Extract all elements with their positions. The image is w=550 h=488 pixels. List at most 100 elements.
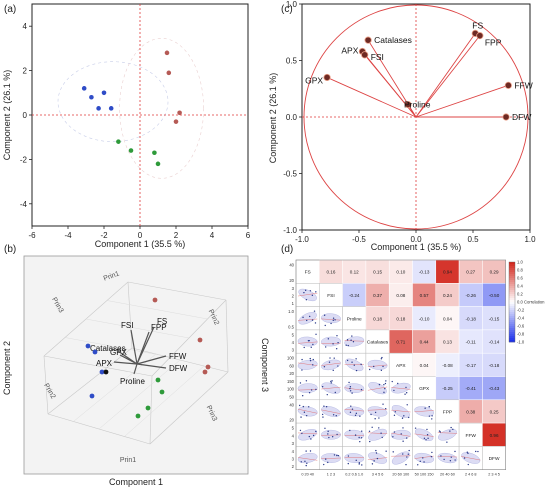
density-ellipse [414, 452, 434, 464]
density-ellipse [414, 428, 434, 441]
colorbar-tick-label: 0.6 [517, 276, 523, 281]
scatter-dot [417, 464, 419, 466]
left-tick-label: 100 [287, 356, 295, 361]
correlation-value: -0.14 [489, 340, 500, 345]
left-tick-label: 50 [289, 394, 294, 399]
fit-line [321, 457, 341, 459]
scatter-dot [431, 415, 433, 417]
variable-label: FS [305, 270, 311, 276]
scatter-dot [359, 415, 361, 417]
left-tick-label: 100 [287, 387, 295, 392]
scatter-dot [373, 365, 375, 368]
colorbar-segment [509, 324, 515, 327]
left-tick-label: 2 [292, 464, 295, 469]
biplot-point [155, 377, 161, 383]
scatter-dot [368, 430, 371, 432]
correlation-value: 0.18 [373, 316, 382, 321]
colorbar-tick-label: 1.0 [517, 260, 523, 265]
scatter-dot [309, 359, 312, 362]
colorbar-segment [509, 336, 515, 339]
scatter-dot [304, 289, 307, 292]
scatter-dot [331, 380, 333, 382]
colorbar-segment [509, 300, 515, 303]
scatter-dot [354, 414, 357, 417]
data-point [108, 106, 114, 111]
scatter-dot [323, 463, 325, 466]
loading-label: FS [472, 20, 483, 30]
x-tick-label: -1.0 [295, 235, 309, 244]
fit-line [321, 386, 341, 390]
biplot-vector [113, 361, 138, 365]
scatter-dot [330, 322, 332, 325]
correlation-value: 0.16 [326, 270, 335, 275]
scatter-dot [423, 437, 426, 440]
density-ellipse [367, 359, 388, 370]
loading-label: Proline [404, 100, 431, 110]
scatter-dot [419, 460, 421, 463]
y-tick-label: 0 [23, 111, 28, 120]
scatter-dot [403, 415, 405, 417]
colorbar-tick-label: -0.6 [517, 324, 525, 329]
colorbar-segment [509, 322, 515, 325]
scatter-dot [426, 434, 429, 436]
data-point [152, 150, 157, 156]
scatter-dot [349, 429, 351, 432]
scatter-dot [334, 391, 337, 394]
colorbar-segment [509, 334, 515, 337]
colorbar-segment [509, 340, 515, 343]
colorbar-segment [509, 296, 515, 299]
scatter-dot [452, 428, 454, 431]
scatter-dot [401, 417, 404, 419]
scatter-dot [334, 319, 336, 321]
x-tick-label: 6 [246, 231, 251, 240]
scatter-dot [406, 456, 408, 458]
colorbar-segment [509, 274, 515, 277]
density-ellipse [298, 288, 317, 302]
scatter-dot [368, 368, 371, 371]
scatter-dot [397, 382, 399, 385]
scatter-dot [440, 455, 442, 457]
scatter-dot [301, 369, 303, 371]
scatter-dot [450, 456, 452, 458]
scatter-dot [302, 316, 304, 319]
correlation-value: 0.71 [396, 340, 405, 345]
left-tick-label: 20 [289, 278, 294, 283]
scatter-dot [351, 408, 354, 410]
correlation-value: -0.15 [489, 316, 500, 321]
scatter-dot [315, 388, 317, 391]
data-point [81, 86, 87, 91]
scatter-dot [349, 387, 351, 390]
scatter-dot [405, 392, 408, 394]
y-tick-label: 0.5 [286, 57, 298, 66]
colorbar-tick-label: 0.8 [517, 268, 523, 273]
colorbar-segment [509, 286, 515, 289]
scatter-dot [328, 361, 331, 363]
panel-a-label: (a) [4, 4, 16, 15]
scatter-dot [424, 407, 426, 409]
colorbar-segment [509, 280, 515, 283]
scatter-dot [308, 392, 311, 394]
scatter-dot [351, 361, 353, 363]
scatter-dot [358, 463, 360, 465]
variable-label: APX [396, 363, 406, 369]
fit-line [321, 362, 341, 366]
scatter-dot [315, 430, 317, 433]
left-tick-label: 40 [289, 263, 294, 268]
colorbar-segment [509, 332, 515, 335]
colorbar-segment [509, 308, 515, 311]
scatter-dot [404, 393, 406, 395]
scatter-dot [360, 388, 363, 391]
x-tick-label: 4 [210, 231, 215, 240]
panel-d-label: (d) [281, 244, 293, 255]
x-tick-label: -0.5 [352, 235, 366, 244]
density-ellipse [297, 452, 318, 464]
scatter-dot [360, 437, 363, 439]
density-ellipse [344, 406, 365, 417]
scatter-dot [305, 380, 308, 382]
fit-line [344, 340, 364, 342]
scatter-dot [402, 453, 404, 455]
correlation-value: 0.37 [373, 293, 382, 298]
scatter-dot [309, 357, 311, 360]
x-tick-label: 2 [174, 231, 179, 240]
correlation-value: -0.26 [466, 293, 477, 298]
